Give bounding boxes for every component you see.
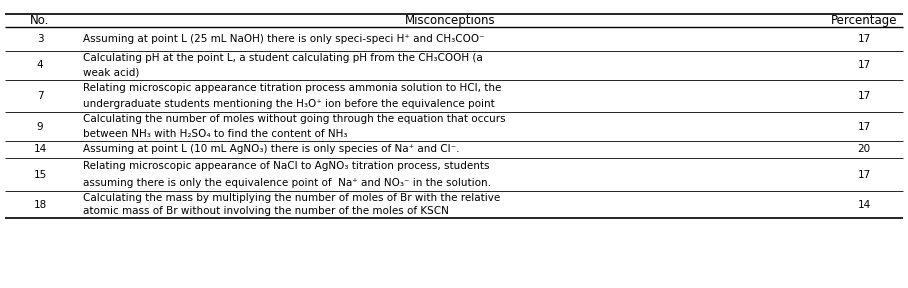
Text: 17: 17 — [857, 34, 871, 44]
Text: Calculating pH at the point L, a student calculating pH from the CH₃COOH (a: Calculating pH at the point L, a student… — [83, 53, 483, 63]
Text: Misconceptions: Misconceptions — [405, 14, 495, 27]
Text: 15: 15 — [34, 170, 46, 179]
Text: Calculating the number of moles without going through the equation that occurs: Calculating the number of moles without … — [83, 114, 506, 124]
Text: No.: No. — [30, 14, 50, 27]
Text: 4: 4 — [36, 60, 44, 71]
Text: assuming there is only the equivalence point of  Na⁺ and NO₃⁻ in the solution.: assuming there is only the equivalence p… — [83, 178, 491, 188]
Text: 17: 17 — [857, 122, 871, 132]
Text: 3: 3 — [36, 34, 44, 44]
Text: Calculating the mass by multiplying the number of moles of Br with the relative: Calculating the mass by multiplying the … — [83, 193, 500, 203]
Text: Relating microscopic appearance of NaCl to AgNO₃ titration process, students: Relating microscopic appearance of NaCl … — [83, 161, 489, 171]
Text: undergraduate students mentioning the H₃O⁺ ion before the equivalence point: undergraduate students mentioning the H₃… — [83, 99, 495, 109]
Text: 17: 17 — [857, 170, 871, 179]
Text: 14: 14 — [34, 145, 46, 154]
Text: 20: 20 — [857, 145, 871, 154]
Text: Assuming at point L (10 mL AgNO₃) there is only species of Na⁺ and Cl⁻.: Assuming at point L (10 mL AgNO₃) there … — [83, 145, 459, 154]
Text: weak acid): weak acid) — [83, 68, 139, 78]
Text: Assuming at point L (25 mL NaOH) there is only speci-speci H⁺ and CH₃COO⁻: Assuming at point L (25 mL NaOH) there i… — [83, 34, 485, 44]
Text: Relating microscopic appearance titration process ammonia solution to HCl, the: Relating microscopic appearance titratio… — [83, 83, 501, 93]
Text: atomic mass of Br without involving the number of the moles of KSCN: atomic mass of Br without involving the … — [83, 206, 449, 216]
Text: 17: 17 — [857, 60, 871, 71]
Text: 18: 18 — [34, 200, 46, 209]
Text: 7: 7 — [36, 91, 44, 101]
Text: Percentage: Percentage — [831, 14, 897, 27]
Text: 14: 14 — [857, 200, 871, 209]
Text: 9: 9 — [36, 122, 44, 132]
Text: 17: 17 — [857, 91, 871, 101]
Text: between NH₃ with H₂SO₄ to find the content of NH₃: between NH₃ with H₂SO₄ to find the conte… — [83, 129, 348, 139]
